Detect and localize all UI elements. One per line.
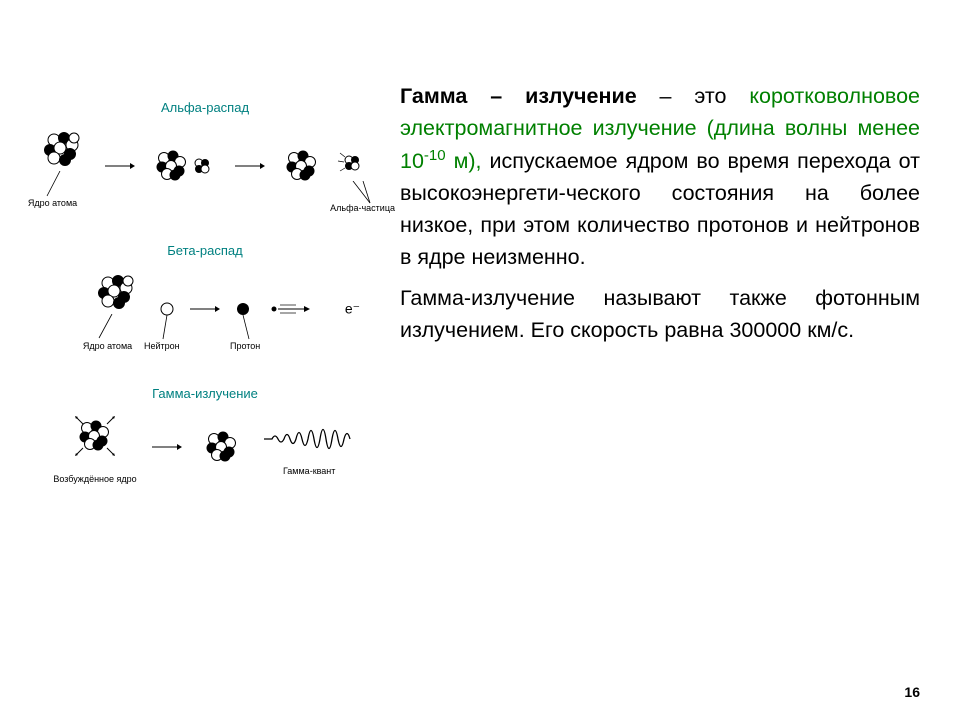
nucleus-icon [197,422,247,472]
paragraph-1: Гамма – излучение – это коротковолновое … [400,80,920,274]
term-izluchenie: излучение [525,84,637,108]
pointer-line [97,314,117,342]
arrow-icon [235,161,265,171]
beta-nucleus-label: Ядро атома [83,341,132,351]
arrow-icon [105,161,135,171]
pointer-line [161,315,175,343]
paragraph-2: Гамма-излучение называют также фотонным … [400,282,920,347]
pointer-line [239,315,253,343]
alpha-title: Альфа-распад [20,100,390,115]
beta-title: Бета-распад [20,243,390,258]
gamma-title: Гамма-излучение [20,386,390,401]
text-column: Гамма – излучение – это коротковолновое … [390,60,920,680]
exponent: -10 [424,147,446,164]
excited-nucleus-icon [65,409,125,464]
gamma-wave-icon [262,418,357,460]
nucleus-icon [89,266,144,321]
gamma-excited-label: Возбуждённое ядро [53,474,136,484]
gamma-diagram: Гамма-излучение Возбу [20,386,390,484]
term-gamma: Гамма [400,84,467,108]
beta-neutron-label: Нейтрон [144,341,180,351]
nucleus-emit-icon [150,141,220,191]
pointer-line [45,171,65,201]
page-number: 16 [904,684,920,700]
arrow-icon [190,304,220,314]
beta-decay-diagram: Бета-распад Ядро атома Нейтрон [20,243,390,351]
alpha-decay-diagram: Альфа-распад Ядро атома [20,100,390,208]
gamma-quant-label: Гамма-квант [283,466,335,476]
nucleus-icon [35,123,90,178]
beta-proton-label: Протон [230,341,260,351]
electron-symbol: e⁻ [345,300,360,317]
diagrams-column: Альфа-распад Ядро атома [20,60,390,680]
arrow-icon [152,442,182,452]
electron-motion-icon [266,302,321,316]
alpha-particle-label: Альфа-частица [330,203,395,213]
